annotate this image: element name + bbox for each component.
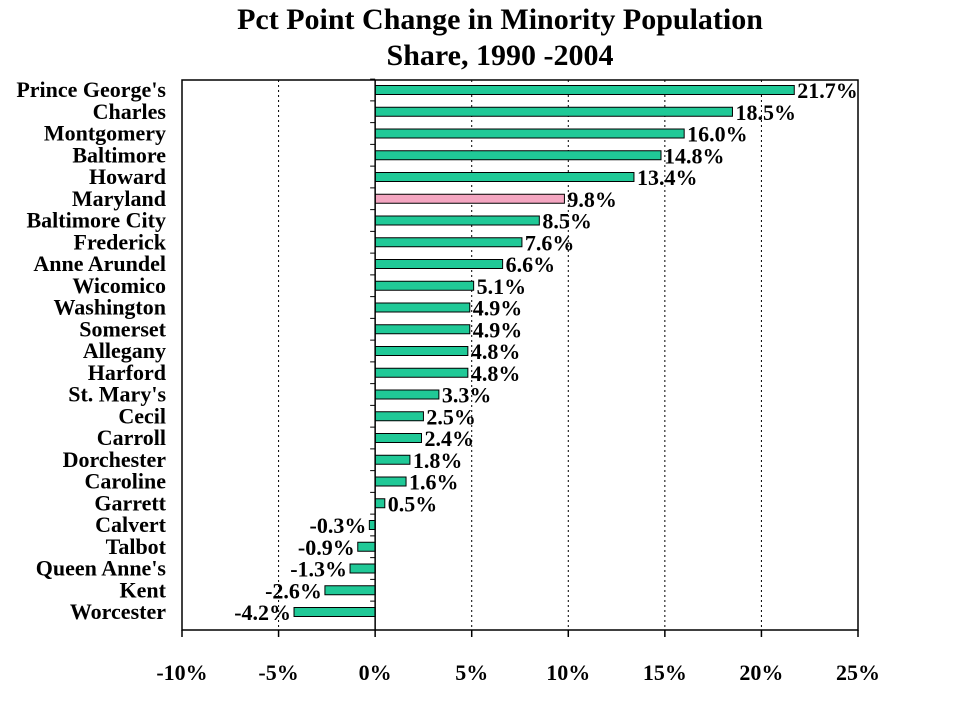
bar — [324, 585, 376, 596]
category-label: Prince George's — [16, 77, 166, 102]
data-label: 18.5% — [735, 100, 796, 125]
category-label: Charles — [93, 99, 167, 124]
bar — [374, 433, 422, 443]
bar — [293, 607, 376, 617]
category-label: Baltimore — [72, 142, 166, 167]
data-label: 4.9% — [473, 317, 522, 342]
bar — [374, 454, 411, 465]
data-label: 1.8% — [413, 448, 463, 473]
category-label: Harford — [88, 360, 166, 385]
data-label: 16.0% — [687, 122, 748, 147]
plot-frame — [181, 79, 859, 631]
x-tick-label: -5% — [258, 660, 298, 685]
category-label: Somerset — [79, 316, 166, 341]
category-label: Talbot — [106, 534, 167, 559]
category-label: Caroline — [85, 469, 167, 494]
bar — [374, 106, 733, 117]
x-tick-label: 15% — [643, 660, 687, 685]
bar — [374, 498, 386, 509]
chart-title-line1: Pct Point Change in Minority Population — [237, 3, 763, 36]
data-label: 4.8% — [471, 361, 521, 386]
data-label: 6.6% — [506, 252, 556, 277]
data-label: 21.7% — [797, 78, 858, 103]
data-label: 3.3% — [442, 383, 492, 408]
chart-title-line2: Share, 1990 -2004 — [386, 39, 614, 72]
x-tick-label: -10% — [156, 660, 207, 685]
data-label: 2.4% — [424, 426, 474, 451]
category-label: Kent — [120, 577, 167, 602]
data-label: 4.8% — [471, 339, 521, 364]
labels: Prince George's 21.7% Charles 18.5% Montgome… — [16, 77, 880, 685]
category-label: Montgomery — [44, 121, 166, 146]
data-label: -4.2% — [234, 600, 291, 625]
category-label: Cecil — [118, 403, 166, 428]
data-label: 2.5% — [426, 404, 476, 429]
category-label: St. Mary's — [68, 382, 166, 407]
category-label: Allegany — [83, 338, 166, 363]
data-label: 1.6% — [409, 470, 459, 495]
bar — [374, 476, 407, 487]
category-label: Washington — [54, 295, 167, 320]
x-tick-label: 25% — [836, 660, 880, 685]
category-label: Carroll — [97, 425, 166, 450]
category-label: Dorchester — [63, 447, 167, 472]
x-tick-label: 20% — [739, 660, 783, 685]
x-tick-label: 5% — [455, 660, 488, 685]
bar — [374, 193, 565, 204]
bar — [349, 563, 376, 574]
data-label: 5.1% — [477, 274, 527, 299]
data-label: 8.5% — [542, 209, 592, 234]
category-label: Queen Anne's — [36, 556, 167, 581]
bar — [374, 367, 469, 378]
category-label: Worcester — [70, 599, 166, 624]
category-label: Anne Arundel — [33, 251, 166, 276]
data-label: 13.4% — [637, 165, 698, 190]
bar — [374, 237, 523, 248]
bar — [374, 280, 475, 291]
category-label: Garrett — [94, 490, 166, 515]
data-label: 4.9% — [473, 296, 522, 321]
bar — [368, 520, 376, 530]
data-label: 9.8% — [567, 187, 617, 212]
x-tick-label: 0% — [359, 660, 392, 685]
bar — [374, 172, 635, 182]
category-label: Baltimore City — [26, 208, 166, 233]
data-label: 14.8% — [664, 143, 725, 168]
data-label: -1.3% — [290, 557, 347, 582]
data-label: 7.6% — [525, 230, 575, 255]
category-label: Frederick — [74, 229, 167, 254]
bar — [374, 128, 685, 139]
data-label: -2.6% — [265, 578, 322, 603]
data-label: 0.5% — [388, 491, 438, 516]
bar — [374, 150, 662, 161]
gridlines — [278, 80, 762, 630]
bar — [374, 411, 424, 422]
chart-title: Pct Point Change in Minority Population … — [180, 2, 820, 74]
bar — [357, 541, 376, 552]
bar — [374, 259, 504, 269]
category-label: Howard — [89, 164, 166, 189]
bar — [374, 346, 469, 356]
category-label: Wicomico — [72, 273, 166, 298]
data-label: -0.9% — [298, 535, 355, 560]
axes — [181, 78, 859, 637]
bar — [374, 389, 440, 400]
category-label: Maryland — [72, 186, 166, 211]
bars — [293, 85, 795, 617]
x-tick-label: 10% — [546, 660, 590, 685]
data-label: -0.3% — [310, 513, 367, 538]
category-label: Calvert — [95, 512, 167, 537]
bar — [374, 215, 540, 226]
bar — [374, 302, 471, 313]
bar — [374, 324, 471, 335]
bar — [374, 85, 795, 95]
